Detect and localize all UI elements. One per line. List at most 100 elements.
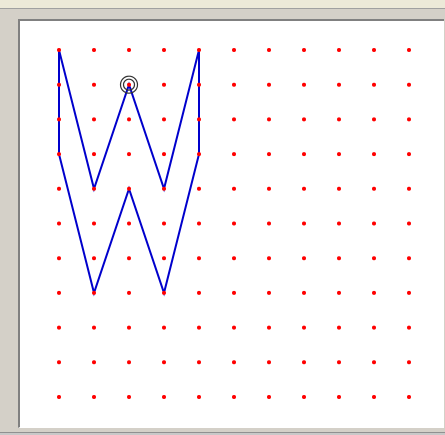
peg[interactable]	[337, 256, 341, 261]
peg[interactable]	[302, 290, 306, 295]
peg[interactable]	[197, 48, 201, 52]
peg[interactable]	[302, 186, 306, 191]
peg[interactable]	[267, 395, 271, 399]
peg[interactable]	[372, 256, 376, 261]
peg[interactable]	[407, 152, 411, 157]
peg[interactable]	[337, 117, 341, 122]
peg[interactable]	[372, 395, 376, 399]
peg[interactable]	[267, 186, 271, 191]
peg[interactable]	[57, 290, 61, 295]
peg[interactable]	[92, 48, 96, 52]
peg[interactable]	[372, 152, 376, 157]
peg[interactable]	[57, 221, 61, 226]
peg[interactable]	[302, 360, 306, 365]
peg[interactable]	[162, 152, 166, 157]
peg[interactable]	[92, 82, 96, 87]
peg[interactable]	[127, 325, 131, 330]
peg[interactable]	[57, 325, 61, 330]
peg[interactable]	[232, 152, 236, 157]
peg[interactable]	[372, 290, 376, 295]
peg[interactable]	[267, 221, 271, 226]
peg[interactable]	[57, 152, 61, 157]
peg[interactable]	[302, 395, 306, 399]
peg[interactable]	[232, 395, 236, 399]
peg[interactable]	[372, 221, 376, 226]
peg[interactable]	[407, 221, 411, 226]
peg[interactable]	[92, 395, 96, 399]
peg[interactable]	[232, 256, 236, 261]
peg[interactable]	[337, 48, 341, 52]
peg[interactable]	[197, 186, 201, 191]
peg[interactable]	[162, 82, 166, 87]
peg[interactable]	[232, 325, 236, 330]
peg[interactable]	[127, 290, 131, 295]
peg[interactable]	[57, 256, 61, 261]
geoboard-canvas[interactable]	[20, 21, 444, 428]
peg[interactable]	[337, 360, 341, 365]
peg[interactable]	[267, 152, 271, 157]
peg[interactable]	[162, 395, 166, 399]
peg[interactable]	[197, 395, 201, 399]
peg[interactable]	[57, 360, 61, 365]
peg[interactable]	[127, 48, 131, 52]
peg[interactable]	[302, 152, 306, 157]
peg[interactable]	[407, 360, 411, 365]
peg[interactable]	[302, 221, 306, 226]
peg[interactable]	[337, 325, 341, 330]
peg[interactable]	[92, 186, 96, 191]
peg[interactable]	[127, 152, 131, 157]
peg[interactable]	[337, 82, 341, 87]
peg[interactable]	[267, 360, 271, 365]
peg[interactable]	[92, 290, 96, 295]
peg[interactable]	[197, 82, 201, 87]
peg[interactable]	[162, 221, 166, 226]
peg[interactable]	[162, 325, 166, 330]
peg[interactable]	[267, 325, 271, 330]
peg[interactable]	[302, 82, 306, 87]
peg[interactable]	[127, 221, 131, 226]
peg[interactable]	[197, 152, 201, 157]
peg[interactable]	[407, 325, 411, 330]
peg[interactable]	[127, 117, 131, 122]
peg[interactable]	[57, 186, 61, 191]
peg[interactable]	[232, 221, 236, 226]
peg[interactable]	[232, 117, 236, 122]
peg[interactable]	[162, 360, 166, 365]
peg[interactable]	[162, 256, 166, 261]
peg[interactable]	[372, 360, 376, 365]
peg[interactable]	[127, 360, 131, 365]
peg[interactable]	[197, 117, 201, 122]
peg[interactable]	[337, 395, 341, 399]
peg[interactable]	[372, 117, 376, 122]
peg[interactable]	[92, 360, 96, 365]
peg[interactable]	[232, 360, 236, 365]
peg[interactable]	[57, 395, 61, 399]
peg[interactable]	[197, 290, 201, 295]
peg[interactable]	[162, 117, 166, 122]
peg[interactable]	[92, 256, 96, 261]
peg[interactable]	[92, 152, 96, 157]
peg[interactable]	[302, 325, 306, 330]
peg[interactable]	[407, 290, 411, 295]
peg[interactable]	[127, 256, 131, 261]
peg[interactable]	[337, 221, 341, 226]
peg[interactable]	[407, 256, 411, 261]
peg[interactable]	[267, 48, 271, 52]
peg[interactable]	[232, 48, 236, 52]
peg[interactable]	[267, 290, 271, 295]
peg[interactable]	[92, 221, 96, 226]
peg[interactable]	[162, 290, 166, 295]
peg[interactable]	[337, 152, 341, 157]
peg[interactable]	[407, 117, 411, 122]
peg[interactable]	[92, 325, 96, 330]
peg[interactable]	[372, 186, 376, 191]
peg[interactable]	[232, 82, 236, 87]
peg[interactable]	[197, 256, 201, 261]
peg[interactable]	[162, 48, 166, 52]
peg[interactable]	[372, 82, 376, 87]
peg[interactable]	[127, 395, 131, 399]
peg[interactable]	[127, 82, 131, 87]
peg[interactable]	[57, 117, 61, 122]
peg[interactable]	[267, 82, 271, 87]
peg[interactable]	[302, 256, 306, 261]
